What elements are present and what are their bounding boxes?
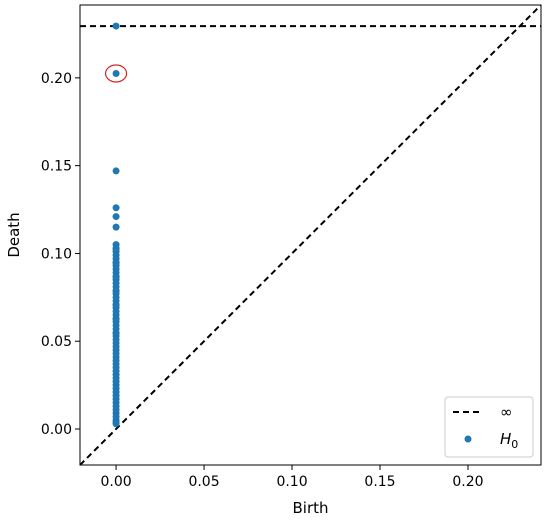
legend-h0-main: H bbox=[500, 430, 511, 448]
highlight-ellipse bbox=[104, 64, 128, 83]
data-point bbox=[112, 69, 120, 77]
y-tick-label: 0.00 bbox=[41, 422, 72, 438]
x-tick-label: 0.10 bbox=[276, 474, 307, 490]
legend-h0-dot-swatch bbox=[464, 435, 472, 443]
data-point bbox=[112, 301, 120, 309]
legend-box bbox=[444, 396, 534, 458]
data-point bbox=[112, 420, 120, 428]
x-axis-label: Birth bbox=[292, 499, 328, 517]
plot-area bbox=[80, 5, 541, 465]
plot-frame bbox=[79, 4, 542, 466]
data-point bbox=[112, 22, 120, 30]
data-point bbox=[112, 204, 120, 212]
legend-infinity-label: ∞ bbox=[500, 403, 513, 421]
x-tick-label: 0.15 bbox=[364, 474, 395, 490]
y-tick-label: 0.10 bbox=[41, 246, 72, 262]
y-axis: 0.00 0.05 0.10 0.15 0.20 bbox=[41, 71, 80, 438]
diagonal-line bbox=[80, 5, 541, 465]
data-point bbox=[112, 167, 120, 175]
data-point bbox=[112, 287, 120, 295]
x-tick-label: 0.20 bbox=[452, 474, 483, 490]
data-point bbox=[112, 223, 120, 231]
data-point bbox=[112, 213, 120, 221]
data-point bbox=[112, 273, 120, 281]
legend: ∞ H0 bbox=[444, 396, 534, 458]
y-axis-label: Death bbox=[5, 212, 23, 257]
x-axis: 0.00 0.05 0.10 0.15 0.20 bbox=[100, 465, 484, 490]
data-point bbox=[112, 329, 120, 337]
data-point bbox=[112, 245, 120, 253]
x-tick-label: 0.00 bbox=[100, 474, 131, 490]
data-point bbox=[112, 315, 120, 323]
x-tick-label: 0.05 bbox=[188, 474, 219, 490]
y-tick-label: 0.15 bbox=[41, 159, 72, 175]
y-tick-label: 0.05 bbox=[41, 334, 72, 350]
legend-h0-label: H0 bbox=[500, 430, 518, 451]
data-point bbox=[112, 259, 120, 267]
y-tick-label: 0.20 bbox=[41, 71, 72, 87]
legend-h0-subscript: 0 bbox=[511, 438, 518, 451]
